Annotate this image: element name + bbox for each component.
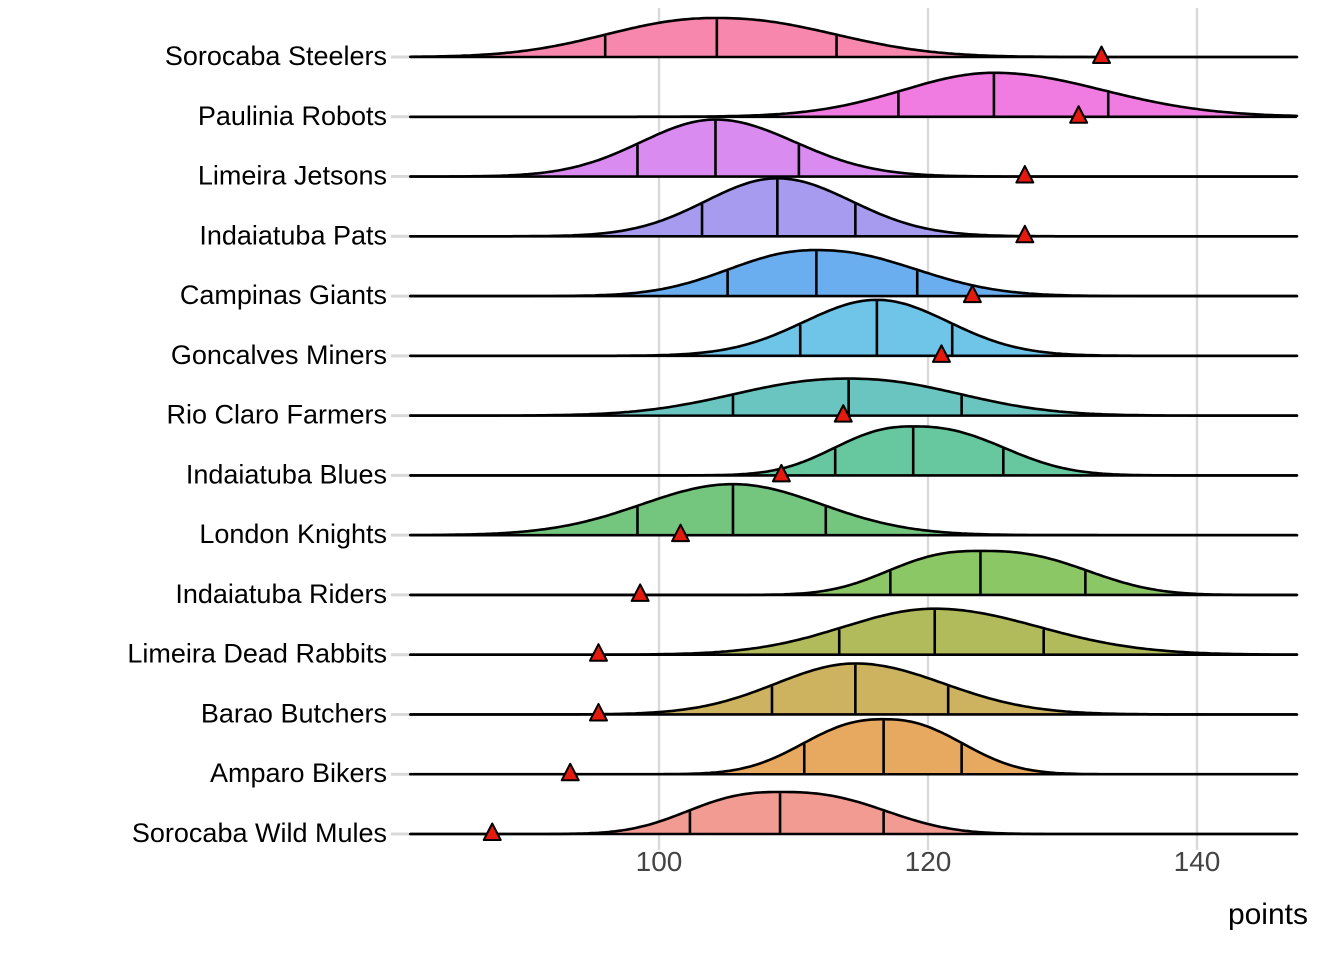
y-axis-label-london-knights: London Knights (199, 519, 387, 549)
ridge-limeira-jetsons (391, 118, 1299, 184)
density-area (410, 426, 1297, 476)
y-axis-label-paulinia-robots: Paulinia Robots (198, 101, 387, 131)
ridge-london-knights (391, 482, 1299, 543)
density-area (410, 299, 1297, 356)
ridge-indaiatuba-blues (391, 425, 1299, 483)
y-axis-label-sorocaba-wild-mules: Sorocaba Wild Mules (132, 818, 387, 848)
ridge-goncalves-miners (391, 298, 1299, 363)
density-curve (408, 16, 1299, 59)
density-area (410, 250, 1297, 297)
y-axis-label-rio-claro-farmers: Rio Claro Farmers (166, 400, 387, 430)
density-area (410, 663, 1297, 715)
density-area (410, 608, 1297, 655)
ridge-layer (391, 16, 1299, 842)
ridge-sorocaba-wild-mules (391, 790, 1299, 842)
density-curve (408, 118, 1299, 178)
density-area (410, 18, 1297, 57)
y-axis-label-amparo-bikers: Amparo Bikers (210, 758, 387, 788)
y-axis-label-campinas-giants: Campinas Giants (180, 280, 387, 310)
density-area (410, 484, 1297, 536)
ridge-campinas-giants (391, 248, 1299, 304)
score-marker-triangle (588, 702, 608, 722)
y-axis-labels: Sorocaba Steelers Paulinia Robots Limeira … (127, 41, 387, 848)
density-curve (408, 377, 1299, 417)
score-marker-triangle (482, 822, 502, 842)
ridge-indaiatuba-pats (391, 177, 1299, 244)
density-curve (408, 71, 1299, 119)
score-marker-triangle (962, 284, 982, 304)
density-area (410, 119, 1297, 177)
score-marker-triangle (1015, 165, 1035, 184)
score-marker-triangle (1069, 105, 1089, 124)
density-curve (408, 248, 1299, 298)
density-curve (408, 298, 1299, 358)
score-marker-triangle (1015, 224, 1035, 244)
y-axis-label-indaiatuba-riders: Indaiatuba Riders (175, 579, 387, 609)
score-marker-triangle (630, 583, 650, 602)
density-curve (408, 662, 1299, 716)
y-axis-label-goncalves-miners: Goncalves Miners (171, 340, 387, 370)
density-curve (408, 549, 1299, 597)
density-curve (408, 790, 1299, 836)
density-curve (408, 177, 1299, 238)
score-marker-triangle (588, 643, 608, 662)
ridge-barao-butchers (391, 662, 1299, 722)
y-axis-label-sorocaba-steelers: Sorocaba Steelers (165, 41, 387, 71)
ridge-indaiatuba-riders (391, 549, 1299, 602)
density-area (410, 378, 1297, 416)
ridge-amparo-bikers (391, 717, 1299, 782)
score-marker-triangle (931, 344, 951, 363)
ridge-paulinia-robots (391, 71, 1299, 124)
y-axis-label-indaiatuba-blues: Indaiatuba Blues (186, 459, 387, 489)
density-curve (408, 717, 1299, 776)
density-area (410, 719, 1297, 775)
ridge-rio-claro-farmers (391, 377, 1299, 423)
score-marker-triangle (560, 762, 580, 782)
y-axis-label-limeira-jetsons: Limeira Jetsons (198, 161, 387, 191)
score-marker-triangle (1092, 45, 1112, 64)
y-axis-label-barao-butchers: Barao Butchers (201, 698, 387, 728)
x-axis-tick-labels: 100 120 140 (636, 846, 1221, 877)
ridge-limeira-dead-rabbits (391, 607, 1299, 662)
x-tick-label-140: 140 (1174, 846, 1221, 877)
density-area (410, 550, 1297, 595)
score-marker-triangle (671, 523, 691, 543)
y-axis-label-indaiatuba-pats: Indaiatuba Pats (199, 220, 387, 250)
density-curve (408, 482, 1299, 537)
score-marker-triangle (771, 463, 791, 483)
density-curve (408, 425, 1299, 477)
score-marker-triangle (833, 404, 853, 423)
density-area (410, 72, 1297, 117)
x-tick-label-100: 100 (636, 846, 683, 877)
ridge-sorocaba-steelers (391, 16, 1299, 64)
y-axis-label-limeira-dead-rabbits: Limeira Dead Rabbits (127, 639, 387, 669)
x-tick-label-120: 120 (905, 846, 952, 877)
x-axis-title: points (1228, 898, 1308, 931)
density-area (410, 178, 1297, 237)
density-area (410, 792, 1297, 834)
density-curve (408, 607, 1299, 656)
